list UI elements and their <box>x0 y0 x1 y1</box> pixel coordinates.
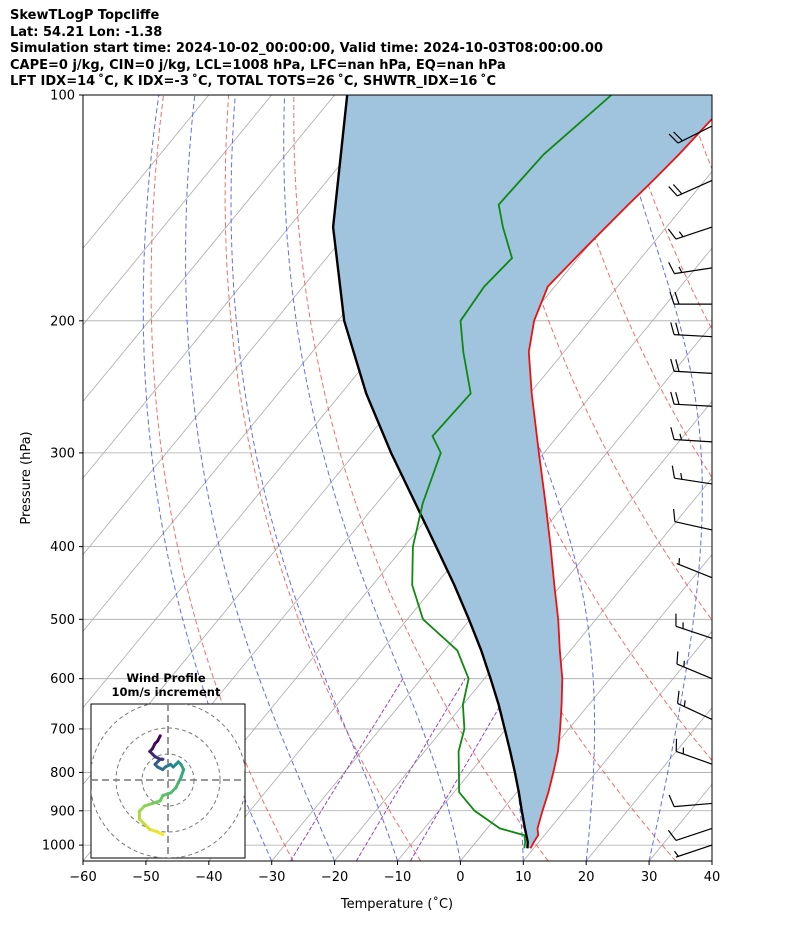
isotherm-line <box>271 324 712 861</box>
parcel-profile-line <box>331 95 529 849</box>
shade-layer <box>333 95 712 849</box>
y-tick-label: 500 <box>50 613 75 628</box>
x-tick-label: 40 <box>704 870 721 885</box>
chart-title-line1: SkewTLogP Topcliffe <box>10 8 160 23</box>
wind-barb <box>671 465 713 485</box>
isotherm-line <box>711 860 712 861</box>
mixing-ratio-line <box>409 678 517 861</box>
x-tick-label: 0 <box>456 870 464 885</box>
location-line: Lat: 54.21 Lon: -1.38 <box>10 24 163 40</box>
cin-shade-area <box>333 95 712 849</box>
wind-barb <box>669 291 712 305</box>
y-tick-label: 400 <box>50 540 75 555</box>
x-tick-label: 30 <box>641 870 658 885</box>
dry-adiabat-line <box>684 95 712 171</box>
isotherm-line <box>334 400 712 861</box>
axes-layer: −60 −50 −40 −30 −20 −10 0 10 20 30 40 100 200 300 400 5… <box>42 89 720 886</box>
wind-barb <box>670 322 713 338</box>
temperature-profile-line <box>527 117 712 849</box>
isotherm-line <box>83 95 398 479</box>
dry-adiabat-line <box>553 95 712 479</box>
isotherm-line <box>460 553 712 861</box>
moist-adiabat-line <box>611 95 703 861</box>
wind-barb <box>670 427 713 443</box>
wind-barb <box>676 558 713 579</box>
y-tick-label: 200 <box>50 314 75 329</box>
wind-barb <box>670 391 713 407</box>
moist-adiabat-line <box>283 95 461 861</box>
wind-barb <box>668 125 713 144</box>
cape-line: CAPE=0 j/kg, CIN=0 j/kg, LCL=1008 hPa, L… <box>10 57 506 73</box>
dry-adiabat-line <box>619 95 712 331</box>
isotherm-line <box>585 707 712 861</box>
wind-barb <box>676 690 713 721</box>
moist-adiabat-line <box>230 95 398 861</box>
y-tick-label: 600 <box>50 672 75 687</box>
wind-barb <box>676 651 713 680</box>
y-tick-label: 800 <box>50 766 75 781</box>
x-tick-label: −10 <box>384 870 411 885</box>
wind-barbs <box>667 125 713 858</box>
isotherm-line <box>83 95 210 249</box>
dry-adiabat-line <box>750 95 794 861</box>
x-tick-label: −40 <box>195 870 222 885</box>
wind-barb <box>675 738 713 765</box>
dry-adiabat-line <box>150 95 294 861</box>
y-tick-label: 700 <box>50 722 75 737</box>
isotherm-line <box>397 477 712 861</box>
wind-barb <box>670 358 713 374</box>
moist-adiabat-line <box>142 95 273 861</box>
moist-adiabat-line <box>711 859 712 861</box>
wind-barb <box>667 226 713 240</box>
moist-adiabat-line <box>185 95 336 861</box>
wind-barb <box>668 262 713 275</box>
isotherm-line <box>522 630 712 861</box>
hodograph-segment <box>156 734 162 743</box>
wind-barb <box>668 794 713 808</box>
time-line: Simulation start time: 2024-10-02_00:00:… <box>10 41 603 56</box>
wind-barb <box>668 179 713 197</box>
hodograph-title: Wind Profile <box>126 671 206 685</box>
dry-adiabat-line <box>488 95 712 621</box>
wind-barb <box>673 509 713 531</box>
isotherm-line <box>83 95 335 403</box>
indices-line: LFT IDX=14 ˚C, K IDX=-3 ˚C, TOTAL TOTS=2… <box>10 74 497 89</box>
mixing-ratio-line <box>290 678 404 861</box>
x-tick-label: −30 <box>258 870 285 885</box>
x-tick-label: 20 <box>578 870 595 885</box>
y-tick-label: 1000 <box>42 839 75 854</box>
chart-header: SkewTLogP Topcliffe Lat: 54.21 Lon: -1.3… <box>10 8 603 91</box>
x-tick-label: −50 <box>132 870 159 885</box>
y-tick-label: 900 <box>50 804 75 819</box>
isotherm-line <box>648 783 712 861</box>
dry-adiabat-line <box>293 95 549 861</box>
x-tick-label: −20 <box>321 870 348 885</box>
hodograph-subtitle: 10m/s increment <box>112 685 221 699</box>
wind-barb <box>667 827 713 841</box>
mixing-ratio-line <box>355 678 466 861</box>
x-tick-label: 10 <box>515 870 532 885</box>
y-axis-label: Pressure (hPa) <box>19 431 34 524</box>
x-axis-label: Temperature (˚C) <box>340 896 453 912</box>
dewpoint-profile-line <box>411 95 612 849</box>
y-tick-label: 300 <box>50 446 75 461</box>
x-tick-label: −60 <box>69 870 96 885</box>
isotherm-line <box>83 95 273 326</box>
y-tick-label: 100 <box>50 89 75 104</box>
profile-layer <box>331 95 712 849</box>
wind-barb <box>675 613 713 639</box>
wind-barb <box>674 844 713 858</box>
